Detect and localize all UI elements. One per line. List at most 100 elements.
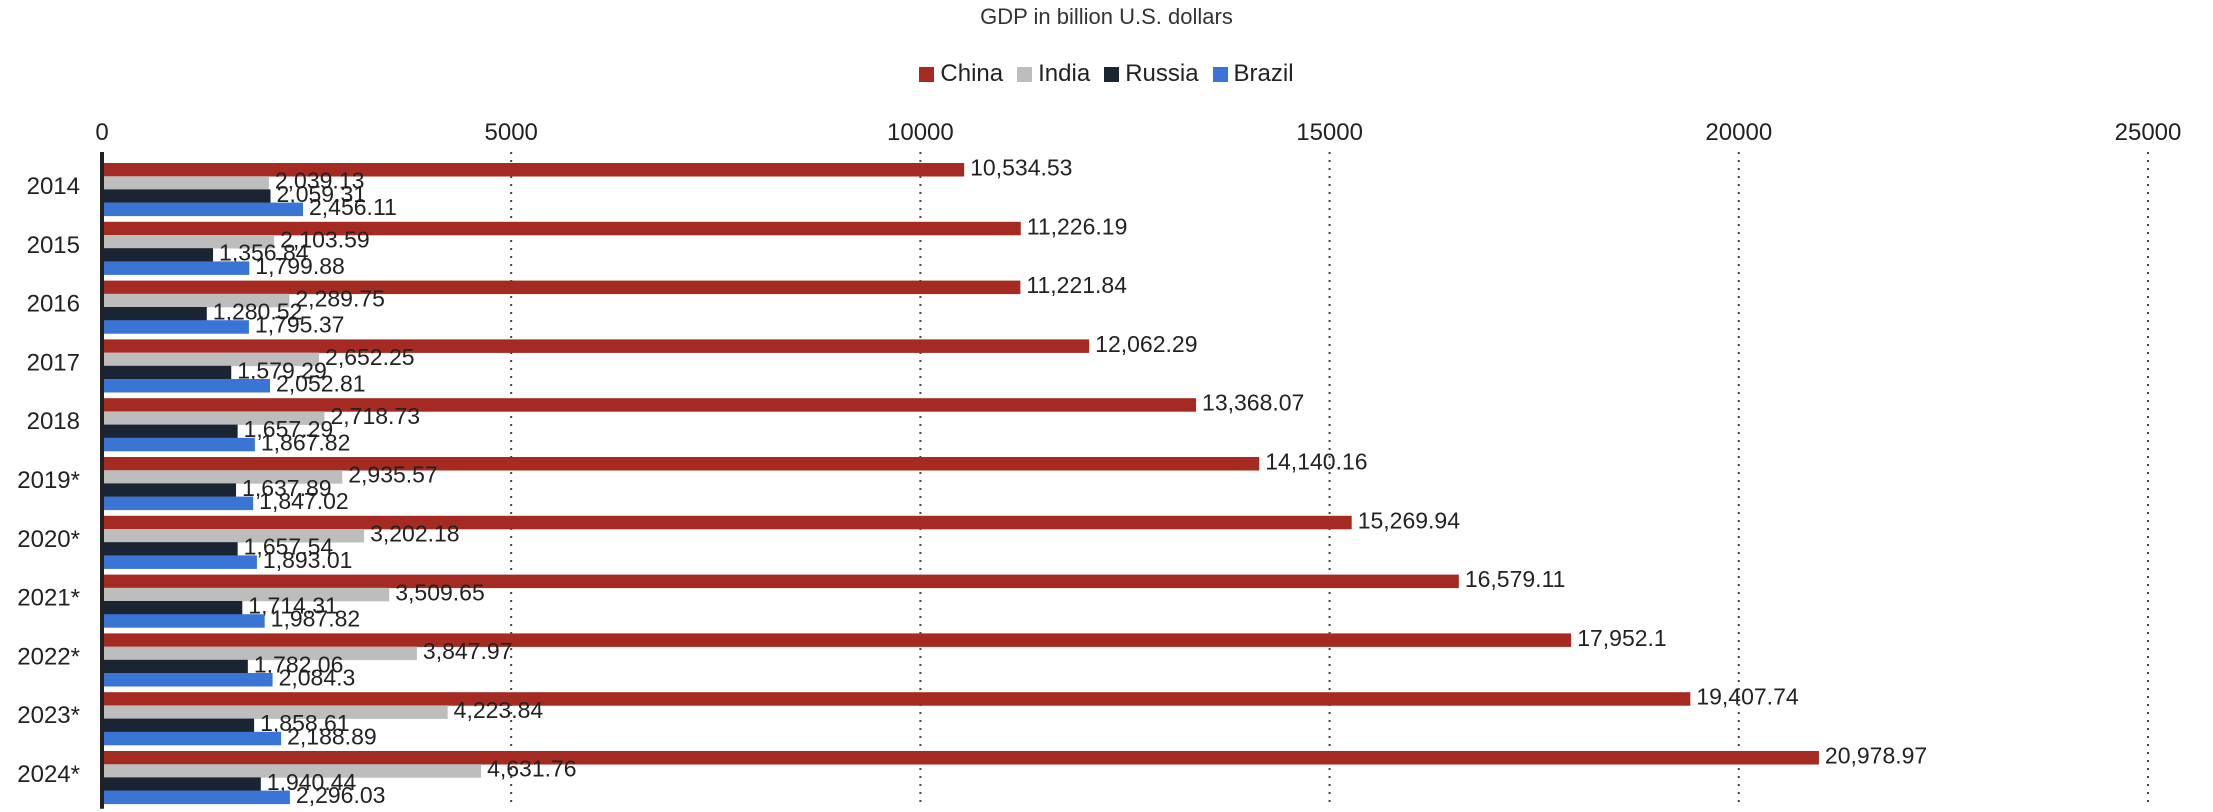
bar-china-2016 [102, 280, 1021, 295]
bar-china-2021 [102, 574, 1459, 589]
data-label: 2,084.3 [279, 665, 356, 691]
data-label: 1,799.88 [255, 253, 345, 279]
bar-brazil-2015 [102, 261, 250, 275]
data-label: 17,952.1 [1577, 625, 1667, 651]
data-label: 2,289.75 [295, 285, 385, 311]
bar-russia-2015 [102, 248, 214, 262]
bar-india-2018 [102, 411, 325, 425]
legend-swatch-india [1017, 66, 1033, 82]
x-tick-label: 5000 [485, 119, 538, 146]
legend-label-brazil: Brazil [1233, 60, 1294, 87]
data-label: 11,221.84 [1026, 272, 1127, 298]
bar-russia-2018 [102, 424, 238, 439]
y-tick-label: 2023* [17, 702, 80, 729]
data-label: 3,847.97 [423, 638, 513, 664]
data-label: 1,858.61 [260, 710, 350, 736]
y-tick-label: 2022* [17, 643, 80, 670]
bar-russia-2016 [102, 307, 207, 321]
legend-label-india: India [1038, 60, 1091, 87]
bar-russia-2021 [102, 601, 243, 615]
bar-brazil-2023 [102, 731, 282, 746]
bar-russia-2017 [102, 365, 232, 380]
bar-india-2016 [102, 293, 290, 308]
bar-brazil-2024 [102, 790, 290, 805]
x-tick-label: 0 [95, 119, 108, 146]
bar-brazil-2016 [102, 320, 249, 334]
y-tick-label: 2024* [17, 761, 80, 788]
x-tick-label: 25000 [2115, 119, 2182, 146]
data-label: 1,657.54 [244, 534, 334, 560]
bar-india-2024 [102, 764, 482, 778]
bar-brazil-2017 [102, 379, 271, 393]
y-tick-label: 2019* [17, 467, 80, 494]
data-label: 4,223.84 [454, 697, 544, 723]
data-label: 1,579.29 [237, 357, 327, 383]
bar-russia-2024 [102, 777, 261, 791]
legend-item-brazil[interactable]: Brazil [1212, 60, 1294, 88]
data-label: 1,714.31 [248, 593, 338, 619]
bar-russia-2020 [102, 542, 238, 556]
data-label: 14,140.16 [1265, 449, 1367, 475]
y-tick-label: 2015 [27, 232, 80, 259]
y-tick-label: 2021* [17, 585, 80, 612]
data-label: 2,188.89 [287, 723, 377, 749]
bar-china-2018 [102, 398, 1197, 412]
data-label: 10,534.53 [970, 155, 1072, 181]
data-label: 3,509.65 [395, 579, 485, 605]
data-label: 3,202.18 [370, 521, 460, 547]
data-label: 15,269.94 [1358, 507, 1461, 533]
y-tick-label: 2018 [27, 408, 80, 435]
legend-swatch-china [919, 66, 935, 82]
data-label: 2,059.31 [277, 181, 367, 207]
data-label: 2,103.59 [280, 227, 370, 253]
legend-label-russia: Russia [1125, 60, 1199, 87]
data-label: 4,631.76 [487, 756, 577, 782]
x-tick-label: 15000 [1296, 119, 1363, 146]
y-tick-label: 2017 [27, 349, 80, 376]
data-label: 1,987.82 [271, 606, 361, 632]
bar-india-2014 [102, 176, 269, 190]
data-label: 1,847.02 [259, 488, 349, 514]
x-tick-label: 10000 [887, 119, 954, 146]
legend-item-china[interactable]: China [919, 60, 1003, 88]
bar-brazil-2021 [102, 614, 265, 628]
data-label: 2,456.11 [309, 194, 397, 220]
bar-china-2022 [102, 633, 1572, 647]
bar-india-2019 [102, 470, 343, 484]
bar-russia-2019 [102, 483, 237, 497]
data-label: 2,652.25 [325, 344, 415, 370]
bar-india-2020 [102, 529, 365, 543]
legend-item-india[interactable]: India [1017, 60, 1090, 88]
y-tick-label: 2014 [27, 173, 80, 200]
data-label: 2,718.73 [331, 403, 421, 429]
data-label: 1,893.01 [263, 547, 353, 573]
bar-russia-2022 [102, 659, 248, 674]
bar-russia-2014 [102, 189, 271, 203]
bar-brazil-2020 [102, 555, 257, 569]
data-label: 20,978.97 [1825, 743, 1927, 769]
data-label: 1,940.44 [267, 769, 357, 795]
data-label: 1,637.89 [242, 475, 332, 501]
bar-russia-2023 [102, 718, 255, 733]
legend-swatch-brazil [1212, 66, 1228, 82]
legend-item-russia[interactable]: Russia [1104, 60, 1199, 88]
data-label: 2,935.57 [348, 462, 438, 488]
chart-title: GDP in billion U.S. dollars [980, 4, 1233, 29]
legend-swatch-russia [1104, 66, 1120, 82]
legend: China India Russia Brazil [0, 60, 2213, 88]
bar-china-2024 [102, 751, 1819, 765]
data-label: 1,795.37 [255, 312, 345, 338]
data-label: 16,579.11 [1465, 566, 1566, 592]
data-label: 13,368.07 [1202, 390, 1304, 416]
data-label: 2,296.03 [296, 782, 386, 808]
bar-india-2022 [102, 646, 417, 661]
bar-china-2020 [102, 515, 1352, 530]
data-label: 11,226.19 [1027, 213, 1128, 239]
bar-china-2015 [102, 221, 1021, 236]
bar-brazil-2018 [102, 437, 255, 452]
bar-india-2017 [102, 352, 320, 367]
bar-china-2019 [102, 457, 1260, 471]
bar-china-2017 [102, 339, 1090, 353]
data-label: 19,407.74 [1696, 684, 1799, 710]
